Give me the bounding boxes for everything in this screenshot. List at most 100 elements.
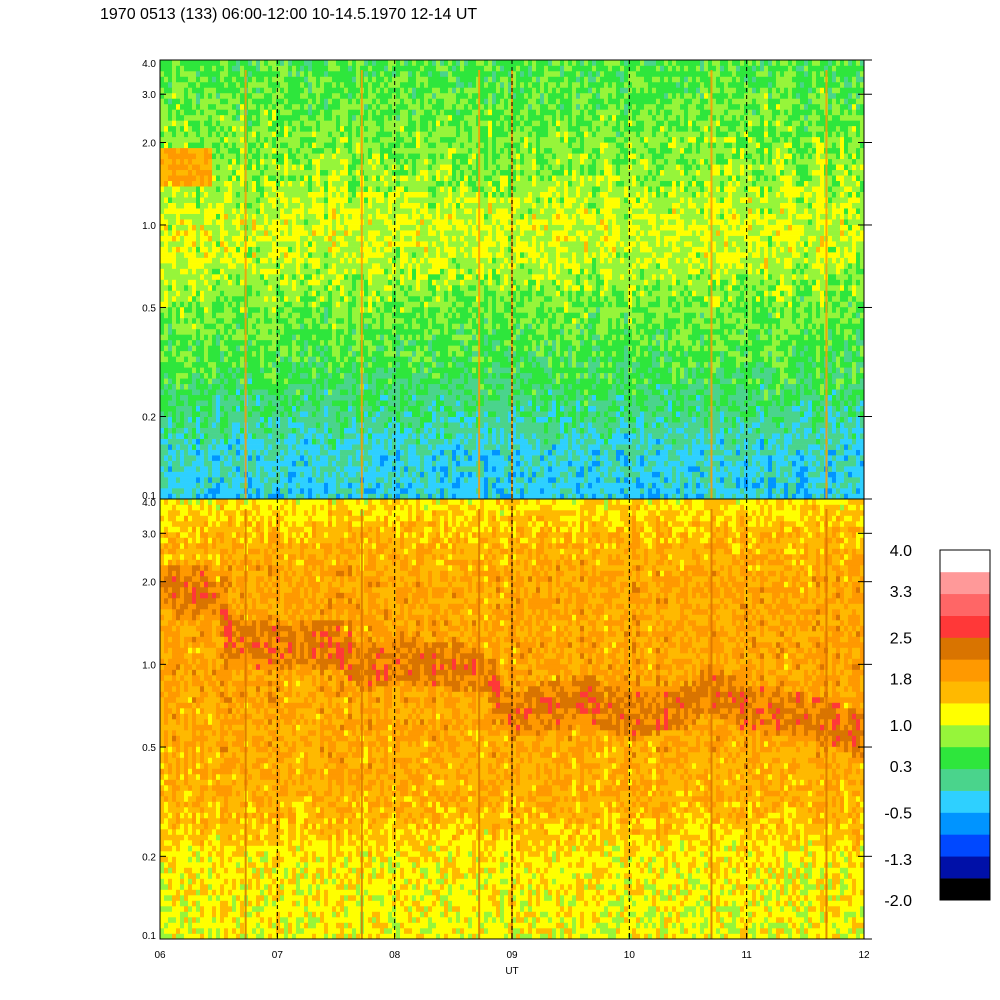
heatmap-cell: [212, 192, 216, 198]
heatmap-cell: [284, 60, 288, 66]
heatmap-cell: [220, 131, 224, 137]
heatmap-cell: [288, 455, 292, 461]
heatmap-cell: [240, 153, 244, 159]
heatmap-cell: [300, 290, 304, 296]
heatmap-cell: [188, 236, 192, 242]
heatmap-cell: [176, 433, 180, 439]
heatmap-cell: [172, 318, 176, 324]
heatmap-cell: [280, 417, 284, 423]
heatmap-cell: [176, 225, 180, 231]
heatmap-cell: [168, 170, 172, 176]
heatmap-cell: [256, 241, 260, 247]
heatmap-cell: [276, 230, 280, 236]
heatmap-cell: [392, 71, 396, 77]
heatmap-cell: [332, 170, 336, 176]
heatmap-cell: [272, 411, 276, 417]
heatmap-cell: [324, 406, 328, 412]
heatmap-cell: [240, 395, 244, 401]
heatmap-cell: [300, 181, 304, 187]
heatmap-cell: [396, 82, 400, 88]
heatmap-cell: [232, 76, 236, 82]
heatmap-cell: [280, 109, 284, 115]
heatmap-cell: [252, 483, 256, 489]
heatmap-cell: [320, 148, 324, 154]
heatmap-cell: [256, 274, 260, 280]
heatmap-cell: [368, 247, 372, 253]
heatmap-cell: [260, 170, 264, 176]
heatmap-cell: [344, 406, 348, 412]
heatmap-cell: [264, 285, 268, 291]
heatmap-cell: [404, 433, 408, 439]
heatmap-cell: [364, 170, 368, 176]
heatmap-cell: [216, 214, 220, 220]
heatmap-cell: [256, 93, 260, 99]
heatmap-cell: [376, 225, 380, 231]
heatmap-cell: [292, 384, 296, 390]
heatmap-cell: [384, 93, 388, 99]
heatmap-cell: [176, 82, 180, 88]
heatmap-cell: [380, 296, 384, 302]
heatmap-cell: [180, 274, 184, 280]
heatmap-cell: [408, 301, 412, 307]
heatmap-cell: [292, 290, 296, 296]
heatmap-cell: [380, 109, 384, 115]
heatmap-cell: [196, 318, 200, 324]
heatmap-cell: [388, 477, 392, 483]
heatmap-cell: [284, 252, 288, 258]
heatmap-cell: [284, 148, 288, 154]
heatmap-cell: [356, 71, 360, 77]
heatmap-cell: [356, 356, 360, 362]
heatmap-cell: [400, 422, 404, 428]
heatmap-cell: [168, 318, 172, 324]
heatmap-cell: [280, 312, 284, 318]
heatmap-cell: [248, 60, 252, 66]
heatmap-cell: [400, 225, 404, 231]
heatmap-cell: [340, 494, 344, 500]
heatmap-cell: [192, 455, 196, 461]
heatmap-cell: [400, 301, 404, 307]
heatmap-cell: [400, 466, 404, 472]
heatmap-cell: [400, 334, 404, 340]
heatmap-cell: [256, 373, 260, 379]
heatmap-cell: [188, 351, 192, 357]
heatmap-cell: [216, 406, 220, 412]
heatmap-cell: [336, 60, 340, 66]
heatmap-cell: [384, 225, 388, 231]
heatmap-cell: [372, 208, 376, 214]
heatmap-cell: [296, 323, 300, 329]
heatmap-cell: [396, 247, 400, 253]
heatmap-cell: [268, 488, 272, 494]
heatmap-cell: [304, 340, 308, 346]
heatmap-cell: [264, 93, 268, 99]
heatmap-cell: [168, 290, 172, 296]
heatmap-cell: [304, 373, 308, 379]
heatmap-cell: [176, 263, 180, 269]
heatmap-cell: [304, 225, 308, 231]
heatmap-cell: [288, 400, 292, 406]
heatmap-cell: [260, 367, 264, 373]
heatmap-cell: [244, 60, 248, 66]
heatmap-cell: [292, 455, 296, 461]
heatmap-cell: [200, 269, 204, 275]
heatmap-cell: [180, 312, 184, 318]
heatmap-cell: [284, 334, 288, 340]
heatmap-cell: [292, 236, 296, 242]
heatmap-cell: [192, 422, 196, 428]
heatmap-cell: [284, 126, 288, 132]
heatmap-cell: [400, 329, 404, 335]
heatmap-cell: [212, 307, 216, 313]
heatmap-cell: [332, 422, 336, 428]
heatmap-cell: [252, 285, 256, 291]
heatmap-cell: [296, 367, 300, 373]
heatmap-cell: [284, 472, 288, 478]
heatmap-cell: [368, 241, 372, 247]
heatmap-cell: [280, 400, 284, 406]
heatmap-cell: [256, 153, 260, 159]
heatmap-cell: [272, 483, 276, 489]
heatmap-cell: [404, 444, 408, 450]
heatmap-cell: [324, 159, 328, 165]
heatmap-cell: [216, 269, 220, 275]
heatmap-cell: [280, 159, 284, 165]
heatmap-cell: [336, 82, 340, 88]
heatmap-cell: [332, 137, 336, 143]
